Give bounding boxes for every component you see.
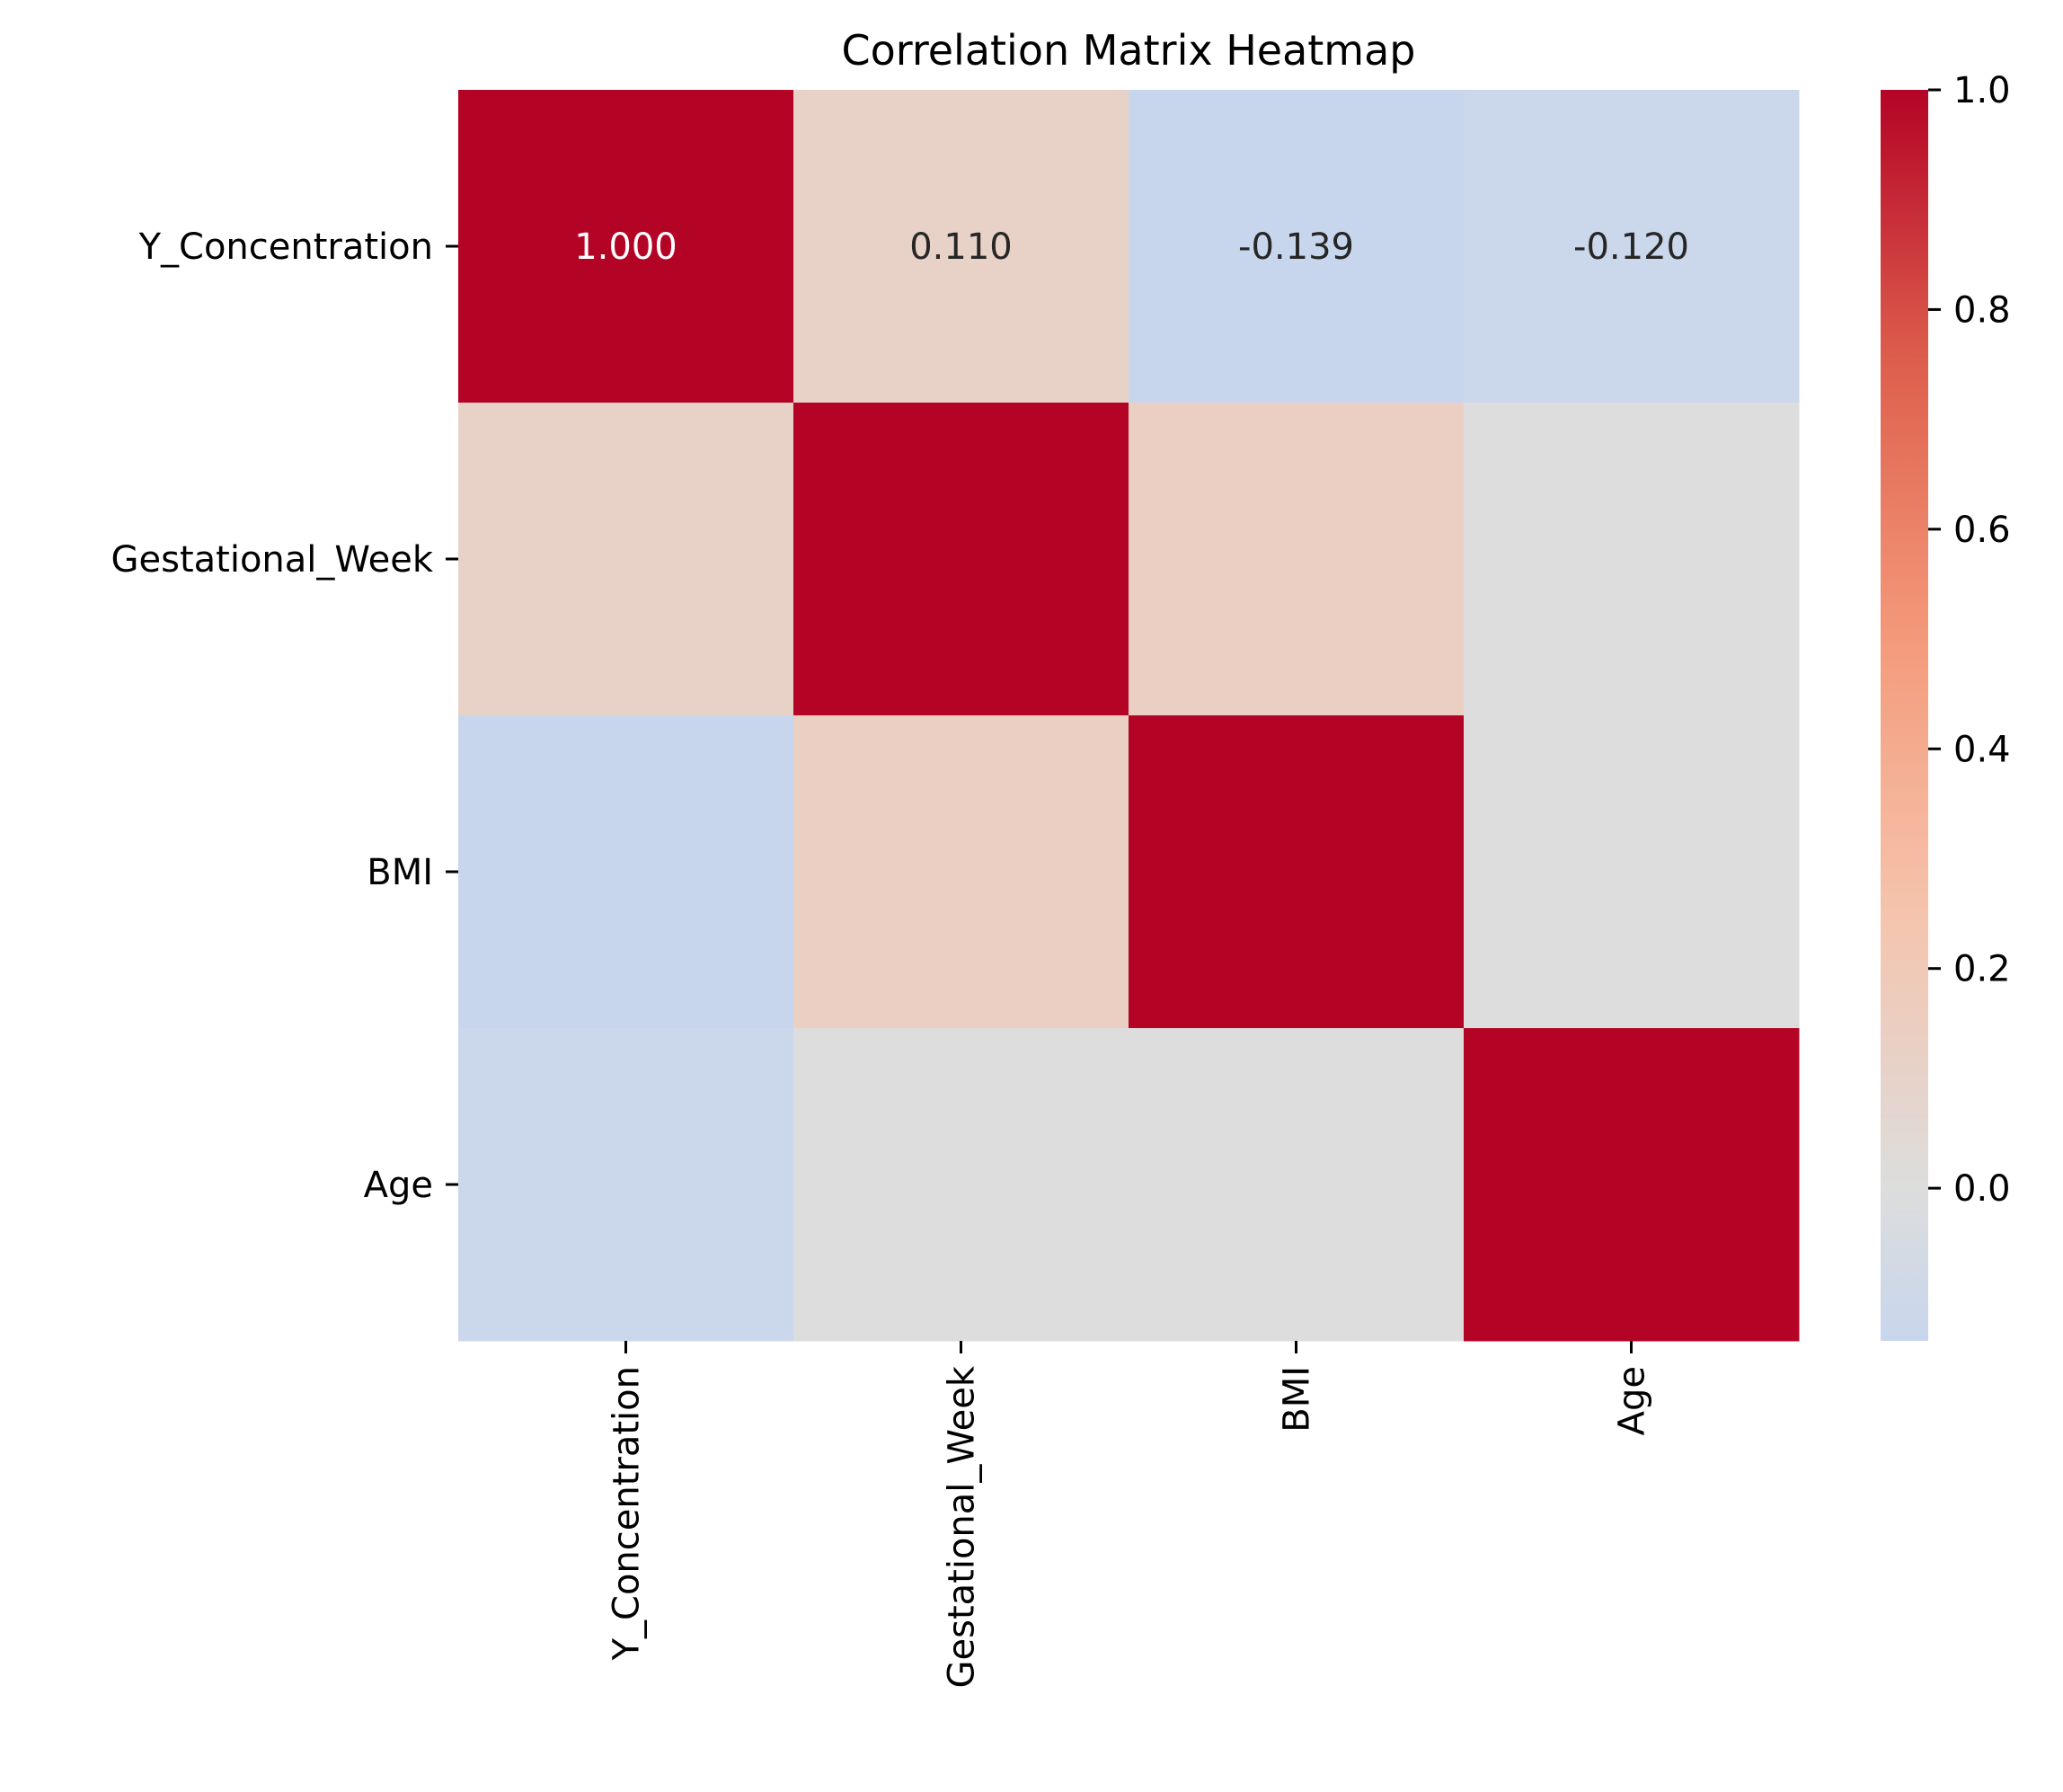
heatmap-cell-3-2 <box>1129 1028 1465 1342</box>
x-tick-label-2: BMI <box>1277 1366 1318 1433</box>
x-tick-label-1: Gestational_Week <box>942 1365 983 1688</box>
heatmap-annotations: 1.000 0.110 -0.139 -0.120 <box>574 226 1689 268</box>
cell-annotation-0-2: -0.139 <box>1238 226 1354 268</box>
cell-annotation-0-3: -0.120 <box>1573 226 1689 268</box>
heatmap-cell-3-0 <box>458 1028 794 1342</box>
cell-annotation-0-1: 0.110 <box>909 226 1013 268</box>
cell-annotation-0-0: 1.000 <box>574 226 677 268</box>
x-tick-label-3: Age <box>1612 1366 1653 1435</box>
heatmap-cell-2-1 <box>793 715 1129 1029</box>
colorbar-tick-label-2: 0.4 <box>1953 729 2011 770</box>
x-axis-ticks: Y_Concentration Gestational_Week BMI Age <box>607 1341 1653 1688</box>
heatmap-cell-2-0 <box>458 715 794 1029</box>
y-tick-label-0: Y_Concentration <box>138 226 433 268</box>
colorbar <box>1881 90 1928 1341</box>
heatmap-cell-0-1 <box>793 90 1129 404</box>
colorbar-tick-label-3: 0.6 <box>1953 510 2011 551</box>
heatmap-cell-1-0 <box>458 403 794 716</box>
heatmap-cell-2-3 <box>1464 715 1800 1029</box>
heatmap-cell-0-3 <box>1464 90 1800 404</box>
colorbar-tick-label-4: 0.8 <box>1953 289 2011 331</box>
chart-title: Correlation Matrix Heatmap <box>841 26 1415 75</box>
heatmap-cell-1-3 <box>1464 403 1800 716</box>
heatmap-cell-1-2 <box>1129 403 1465 716</box>
y-tick-label-2: BMI <box>367 852 433 893</box>
colorbar-tick-label-0: 0.0 <box>1953 1168 2011 1210</box>
colorbar-tick-label-5: 1.0 <box>1953 70 2011 111</box>
y-axis-ticks: Y_Concentration Gestational_Week BMI Age <box>111 226 458 1206</box>
heatmap-cell-0-0 <box>458 90 794 404</box>
heatmap-cell-2-2 <box>1129 715 1465 1029</box>
y-tick-label-1: Gestational_Week <box>111 539 434 581</box>
heatmap-cell-0-2 <box>1129 90 1465 404</box>
colorbar-tick-label-1: 0.2 <box>1953 949 2011 990</box>
colorbar-ticks: 0.0 0.2 0.4 0.6 0.8 1.0 <box>1928 70 2011 1210</box>
x-tick-label-0: Y_Concentration <box>607 1366 648 1661</box>
heatmap-cell-3-3 <box>1464 1028 1800 1342</box>
heatmap-cell-1-1 <box>793 403 1129 716</box>
y-tick-label-3: Age <box>364 1165 433 1206</box>
heatmap-cells <box>458 90 1800 1342</box>
heatmap-cell-3-1 <box>793 1028 1129 1342</box>
